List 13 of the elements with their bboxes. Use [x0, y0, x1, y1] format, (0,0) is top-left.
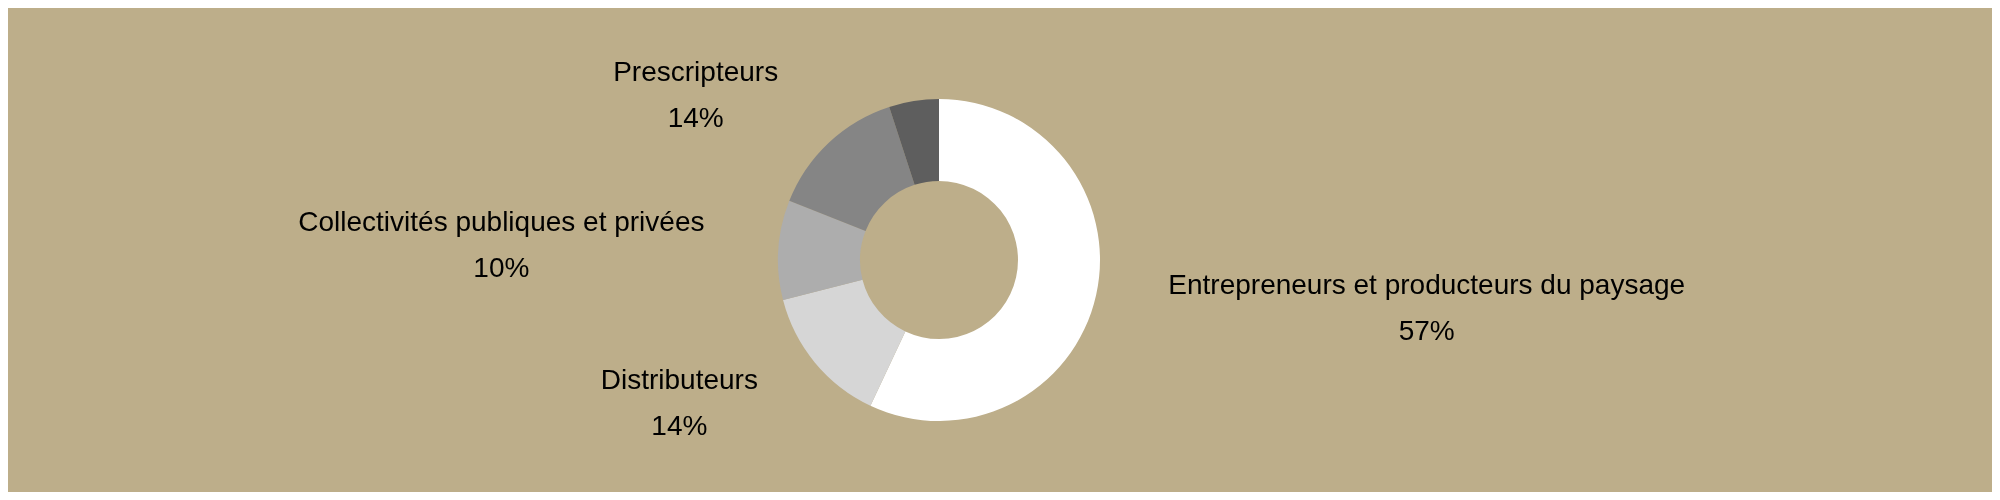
slice-label: Prescripteurs	[613, 56, 779, 88]
slice-label: Collectivités publiques et privées	[298, 206, 705, 238]
data-label: 14%	[667, 102, 724, 134]
data-label: 10%	[473, 252, 530, 284]
data-label: 57%	[1398, 315, 1455, 347]
slice-label: Distributeurs	[600, 363, 758, 395]
donut-slice	[789, 106, 915, 231]
data-label: 14%	[651, 409, 708, 441]
slice-label: Entrepreneurs et producteurs du paysage	[1168, 269, 1686, 301]
donut-slice	[870, 99, 1100, 421]
donut-slice	[889, 99, 939, 185]
donut-slice	[778, 200, 866, 301]
donut-slice	[783, 279, 906, 406]
